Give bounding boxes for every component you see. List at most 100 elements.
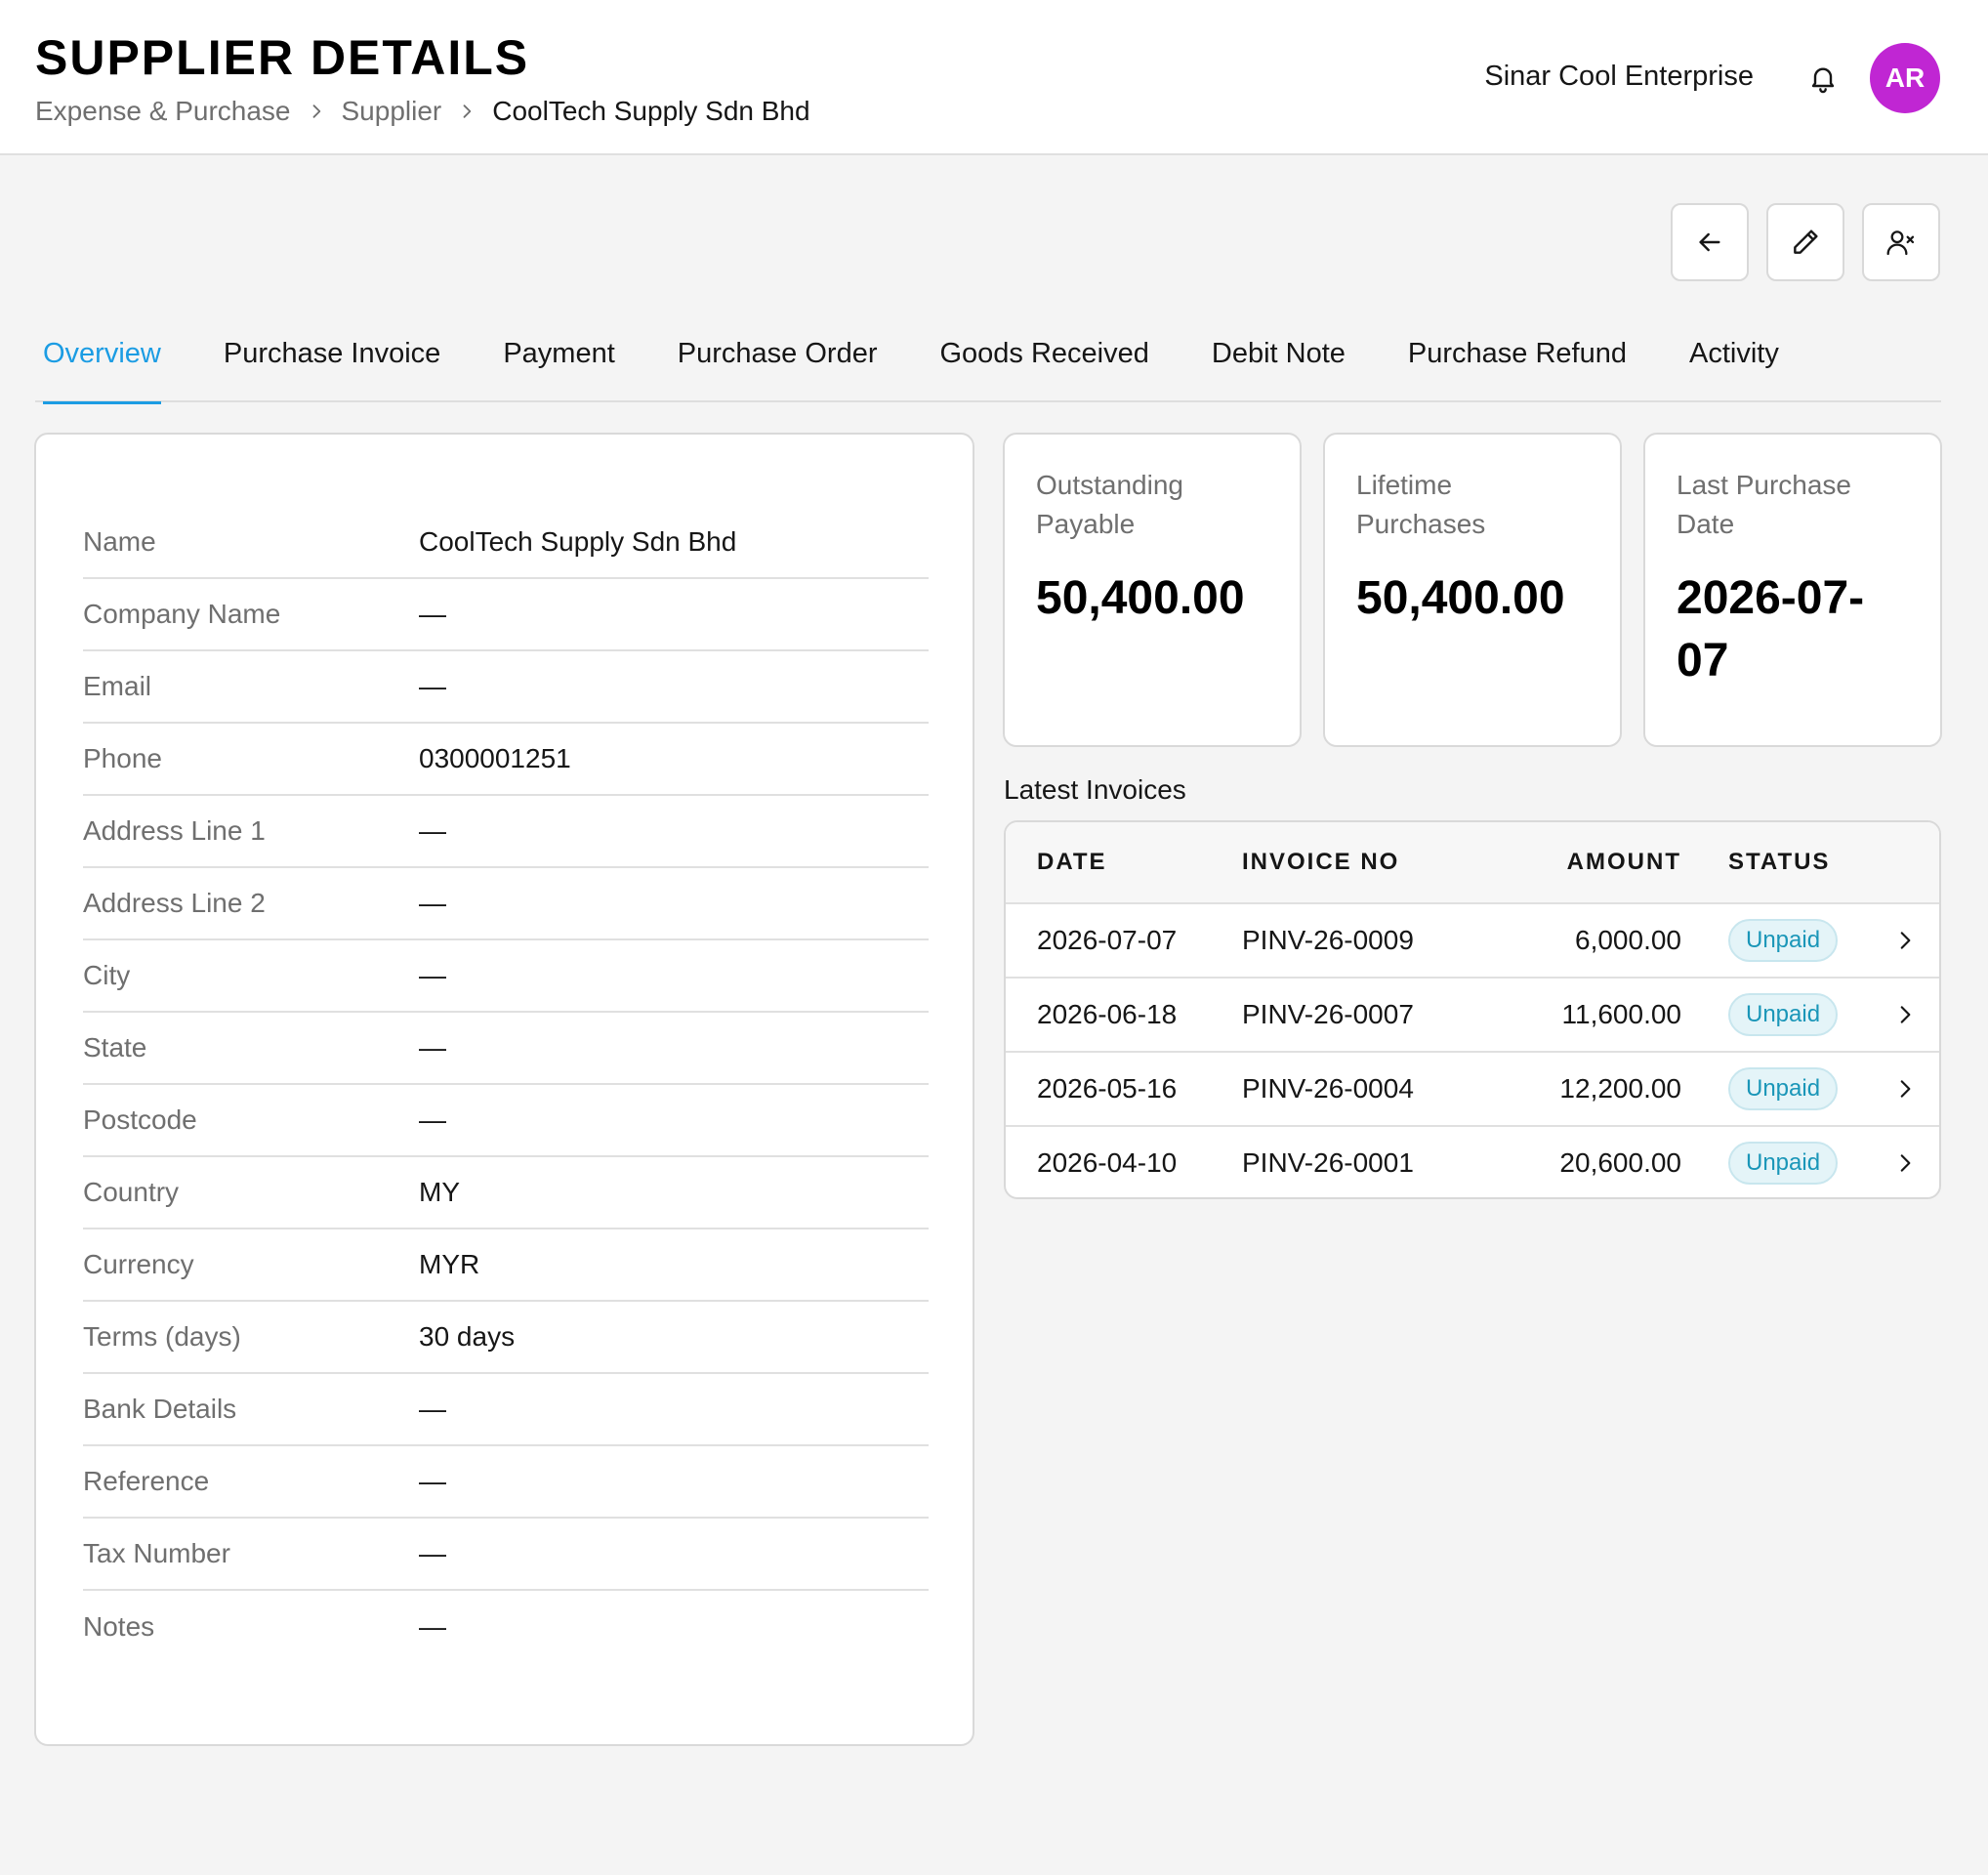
invoice-number: PINV-26-0007 bbox=[1242, 999, 1414, 1029]
detail-label: Company Name bbox=[83, 599, 281, 629]
detail-row-city: City — bbox=[83, 940, 929, 1013]
detail-label: Terms (days) bbox=[83, 1321, 241, 1352]
status-badge: Unpaid bbox=[1728, 993, 1839, 1036]
last-purchase-date-card: Last Purchase Date 2026-07- 07 bbox=[1643, 433, 1942, 747]
tab-bar: Overview Purchase Invoice Payment Purcha… bbox=[35, 324, 1941, 404]
stat-label: Outstanding bbox=[1036, 470, 1183, 500]
detail-value: — bbox=[419, 888, 446, 918]
tab-activity[interactable]: Activity bbox=[1689, 338, 1779, 369]
detail-value: 0300001251 bbox=[419, 743, 571, 773]
invoice-number: PINV-26-0004 bbox=[1242, 1073, 1414, 1104]
chevron-right-icon[interactable] bbox=[1892, 1002, 1918, 1027]
detail-row-postcode: Postcode — bbox=[83, 1085, 929, 1157]
detail-row-tax-number: Tax Number — bbox=[83, 1519, 929, 1591]
action-toolbar bbox=[1671, 203, 1940, 281]
bell-icon[interactable] bbox=[1805, 61, 1841, 96]
column-header-invoice-no: INVOICE NO bbox=[1242, 849, 1400, 875]
back-button[interactable] bbox=[1671, 203, 1749, 281]
status-badge: Unpaid bbox=[1728, 919, 1839, 962]
deactivate-supplier-button[interactable] bbox=[1862, 203, 1940, 281]
table-row[interactable]: 2026-06-18 PINV-26-0007 11,600.00 Unpaid bbox=[1006, 977, 1939, 1051]
latest-invoices-title: Latest Invoices bbox=[1004, 774, 1186, 805]
avatar[interactable]: AR bbox=[1870, 43, 1940, 113]
tab-purchase-invoice[interactable]: Purchase Invoice bbox=[223, 338, 441, 369]
table-row[interactable]: 2026-05-16 PINV-26-0004 12,200.00 Unpaid bbox=[1006, 1051, 1939, 1125]
table-header: DATE INVOICE NO AMOUNT STATUS bbox=[1006, 822, 1939, 902]
edit-button[interactable] bbox=[1766, 203, 1844, 281]
detail-value: — bbox=[419, 1394, 446, 1424]
latest-invoices-table: DATE INVOICE NO AMOUNT STATUS 2026-07-07… bbox=[1004, 820, 1941, 1199]
detail-label: Reference bbox=[83, 1466, 210, 1496]
stat-label: Last Purchase bbox=[1677, 470, 1851, 500]
detail-value: MY bbox=[419, 1177, 460, 1207]
invoice-amount: 20,600.00 bbox=[1559, 1147, 1681, 1178]
detail-row-address-line-1: Address Line 1 — bbox=[83, 796, 929, 868]
table-row[interactable]: 2026-07-07 PINV-26-0009 6,000.00 Unpaid bbox=[1006, 902, 1939, 977]
detail-label: Name bbox=[83, 526, 156, 557]
invoice-date: 2026-04-10 bbox=[1037, 1147, 1178, 1178]
table-row[interactable]: 2026-04-10 PINV-26-0001 20,600.00 Unpaid bbox=[1006, 1125, 1939, 1197]
invoice-amount: 11,600.00 bbox=[1561, 999, 1682, 1029]
detail-value: — bbox=[419, 1032, 446, 1062]
outstanding-payable-card: Outstanding Payable 50,400.00 bbox=[1003, 433, 1302, 747]
tab-overview[interactable]: Overview bbox=[43, 324, 161, 404]
tab-goods-received[interactable]: Goods Received bbox=[939, 338, 1149, 369]
detail-row-bank-details: Bank Details — bbox=[83, 1374, 929, 1446]
status-badge: Unpaid bbox=[1728, 1067, 1839, 1110]
breadcrumb-supplier[interactable]: Supplier bbox=[341, 96, 442, 126]
breadcrumb-expense-purchase[interactable]: Expense & Purchase bbox=[35, 96, 291, 126]
invoice-date: 2026-06-18 bbox=[1037, 999, 1178, 1029]
detail-label: State bbox=[83, 1032, 147, 1062]
chevron-right-icon bbox=[307, 102, 326, 121]
detail-label: Email bbox=[83, 671, 152, 701]
column-header-amount: AMOUNT bbox=[1566, 849, 1681, 875]
detail-value: — bbox=[419, 1466, 446, 1496]
detail-row-terms: Terms (days) 30 days bbox=[83, 1302, 929, 1374]
detail-row-company-name: Company Name — bbox=[83, 579, 929, 651]
arrow-left-icon bbox=[1699, 232, 1720, 252]
detail-value: — bbox=[419, 960, 446, 990]
tab-purchase-refund[interactable]: Purchase Refund bbox=[1407, 338, 1627, 369]
chevron-right-icon[interactable] bbox=[1892, 1076, 1918, 1102]
user-remove-icon bbox=[1886, 230, 1915, 256]
detail-row-currency: Currency MYR bbox=[83, 1229, 929, 1302]
invoice-date: 2026-07-07 bbox=[1037, 925, 1178, 955]
pencil-icon bbox=[1794, 229, 1818, 254]
invoice-amount: 6,000.00 bbox=[1575, 925, 1681, 955]
detail-label: Currency bbox=[83, 1249, 194, 1279]
detail-label: City bbox=[83, 960, 131, 990]
detail-label: Phone bbox=[83, 743, 162, 773]
invoice-number: PINV-26-0001 bbox=[1242, 1147, 1414, 1178]
last-purchase-date-value: 07 bbox=[1677, 635, 1729, 687]
detail-value: — bbox=[419, 1538, 446, 1568]
detail-row-phone: Phone 0300001251 bbox=[83, 724, 929, 796]
chevron-right-icon[interactable] bbox=[1892, 928, 1918, 953]
company-switcher[interactable]: Sinar Cool Enterprise bbox=[1484, 61, 1754, 92]
detail-label: Bank Details bbox=[83, 1394, 237, 1424]
tab-payment[interactable]: Payment bbox=[503, 338, 615, 369]
detail-label: Postcode bbox=[83, 1104, 197, 1135]
top-header: SUPPLIER DETAILS Expense & Purchase Supp… bbox=[0, 0, 1988, 155]
detail-value: — bbox=[419, 1611, 446, 1642]
detail-row-country: Country MY bbox=[83, 1157, 929, 1229]
supplier-details-card: Name CoolTech Supply Sdn Bhd Company Nam… bbox=[34, 433, 974, 1746]
invoice-date: 2026-05-16 bbox=[1037, 1073, 1178, 1104]
detail-row-reference: Reference — bbox=[83, 1446, 929, 1519]
detail-value: — bbox=[419, 599, 446, 629]
detail-value: — bbox=[419, 671, 446, 701]
breadcrumb: Expense & Purchase Supplier CoolTech Sup… bbox=[35, 96, 810, 127]
tab-debit-note[interactable]: Debit Note bbox=[1211, 338, 1346, 369]
lifetime-purchases-value: 50,400.00 bbox=[1356, 572, 1565, 624]
stat-label: Lifetime Purchases bbox=[1356, 470, 1486, 539]
breadcrumb-current: CoolTech Supply Sdn Bhd bbox=[492, 96, 810, 126]
chevron-right-icon[interactable] bbox=[1892, 1150, 1918, 1176]
detail-value: 30 days bbox=[419, 1321, 516, 1352]
detail-row-notes: Notes — bbox=[83, 1591, 929, 1663]
lifetime-purchases-card: Lifetime Purchases 50,400.00 bbox=[1323, 433, 1622, 747]
tab-purchase-order[interactable]: Purchase Order bbox=[677, 338, 878, 369]
stat-label: Date bbox=[1677, 509, 1735, 539]
detail-value: — bbox=[419, 1104, 446, 1135]
detail-row-state: State — bbox=[83, 1013, 929, 1085]
detail-row-name: Name CoolTech Supply Sdn Bhd bbox=[83, 507, 929, 579]
detail-row-address-line-2: Address Line 2 — bbox=[83, 868, 929, 940]
